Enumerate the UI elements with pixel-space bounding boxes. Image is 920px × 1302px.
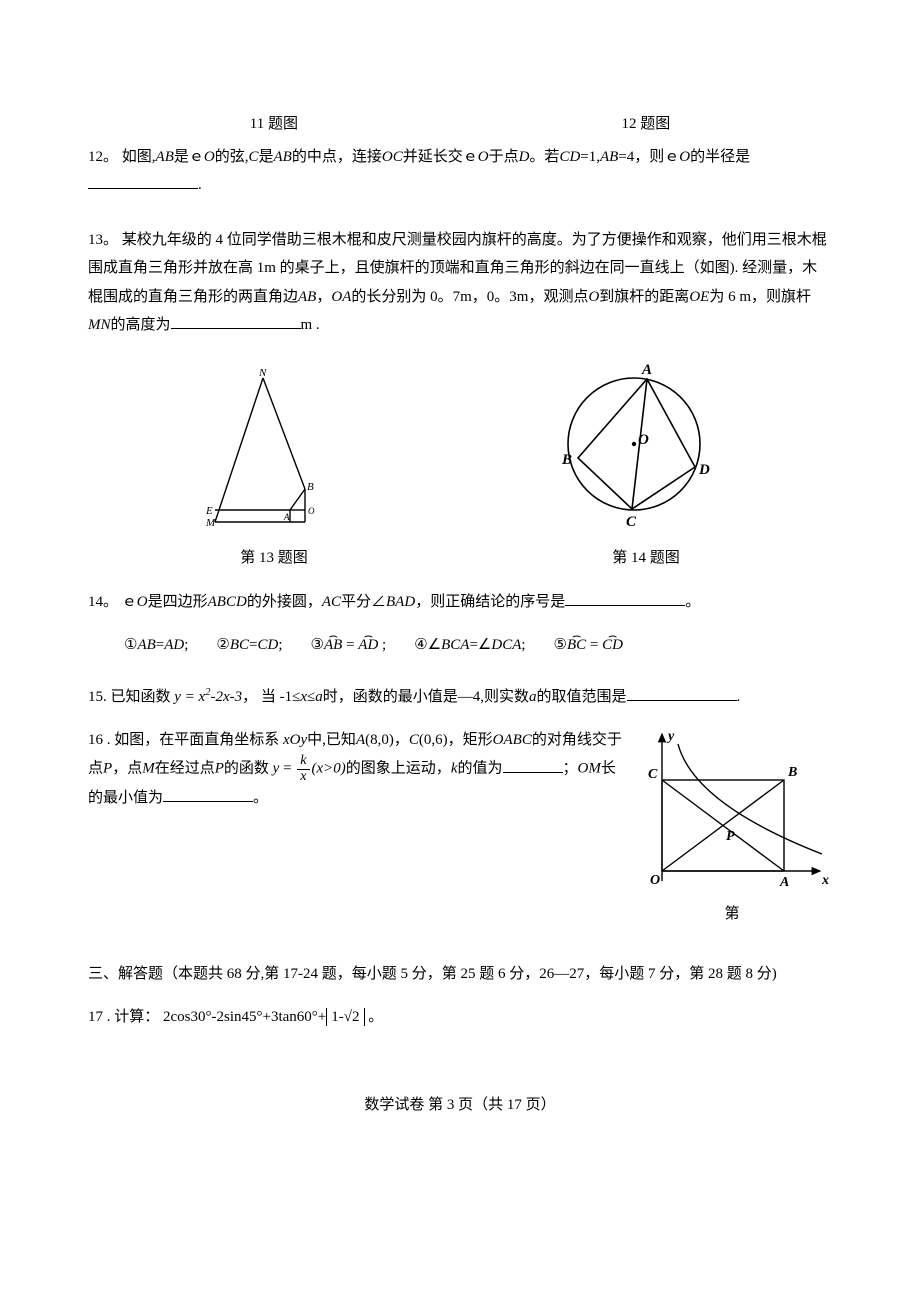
blank-16b — [163, 786, 253, 802]
blank-13 — [171, 313, 301, 329]
caption-13: 第 13 题图 — [240, 544, 308, 573]
svg-text:P: P — [726, 829, 735, 844]
q17-num: 17 . — [88, 1009, 111, 1025]
q14-opt-4: ④∠BCA=∠DCA; — [414, 631, 525, 660]
svg-text:N: N — [258, 367, 267, 379]
caption-row-2: 第 13 题图 第 14 题图 — [88, 544, 832, 573]
svg-text:O: O — [650, 873, 660, 888]
caption-14: 第 14 题图 — [612, 544, 680, 573]
svg-text:M: M — [205, 517, 216, 529]
question-12: 12。 如图,AB是ｅO的弦,C是AB的中点，连接OC并延长交ｅO于点D。若CD… — [88, 143, 832, 200]
question-13: 13。 某校九年级的 4 位同学借助三根木棍和皮尺测量校园内旗杆的高度。为了方便… — [88, 226, 832, 340]
svg-text:O: O — [308, 506, 315, 516]
blank-16a — [503, 757, 563, 773]
caption-11: 11 题图 — [250, 110, 298, 139]
question-14: 14。 ｅO是四边形ABCD的外接圆，AC平分∠BAD，则正确结论的序号是。 — [88, 588, 832, 617]
blank-12 — [88, 173, 198, 189]
blank-15 — [627, 685, 737, 701]
question-16: y x O A B C P 第 16 . 如图，在平面直角坐标系 xOy中,已知… — [88, 726, 832, 935]
caption-12: 12 题图 — [621, 110, 670, 139]
q15-num: 15. — [88, 689, 107, 705]
svg-text:x: x — [821, 873, 829, 888]
q12-num: 12。 — [88, 149, 118, 165]
figure-16: y x O A B C P 第 — [632, 726, 832, 929]
svg-text:E: E — [205, 505, 213, 517]
q13-num: 13。 — [88, 232, 118, 248]
page-footer: 数学试卷 第 3 页（共 17 页） — [88, 1091, 832, 1120]
figure-13: N B O A E M — [187, 364, 337, 534]
q14-options: ①AB=AD; ②BC=CD; ③AB = AD ; ④∠BCA=∠DCA; ⑤… — [124, 631, 832, 660]
section-3-heading: 三、解答题（本题共 68 分,第 17-24 题，每小题 5 分，第 25 题 … — [88, 960, 832, 989]
blank-14 — [565, 590, 685, 606]
svg-text:A: A — [779, 875, 789, 890]
q14-opt-3: ③AB = AD ; — [311, 631, 387, 660]
svg-text:B: B — [307, 481, 314, 493]
svg-text:C: C — [626, 514, 637, 530]
caption-row-1: 11 题图 12 题图 — [88, 110, 832, 139]
svg-text:B: B — [787, 765, 797, 780]
q14-num: 14。 — [88, 594, 118, 610]
q14-opt-1: ①AB=AD; — [124, 631, 188, 660]
svg-text:B: B — [561, 452, 572, 468]
figure-row-13-14: N B O A E M A B C D O — [88, 354, 832, 534]
svg-text:A: A — [283, 512, 290, 522]
svg-text:y: y — [666, 729, 675, 744]
q14-opt-5: ⑤BC = CD — [554, 631, 623, 660]
q14-opt-2: ②BC=CD; — [216, 631, 282, 660]
svg-text:C: C — [648, 767, 658, 782]
q16-num: 16 . — [88, 732, 111, 748]
svg-text:O: O — [638, 432, 649, 448]
figure-14: A B C D O — [534, 354, 734, 534]
question-17: 17 . 计算： 2cos30°-2sin45°+3tan60°+1-√2 。 — [88, 1003, 832, 1032]
svg-text:A: A — [641, 362, 652, 378]
svg-text:D: D — [698, 462, 710, 478]
question-15: 15. 已知函数 y = x2-2x-3， 当 -1≤x≤a时，函数的最小值是—… — [88, 683, 832, 712]
